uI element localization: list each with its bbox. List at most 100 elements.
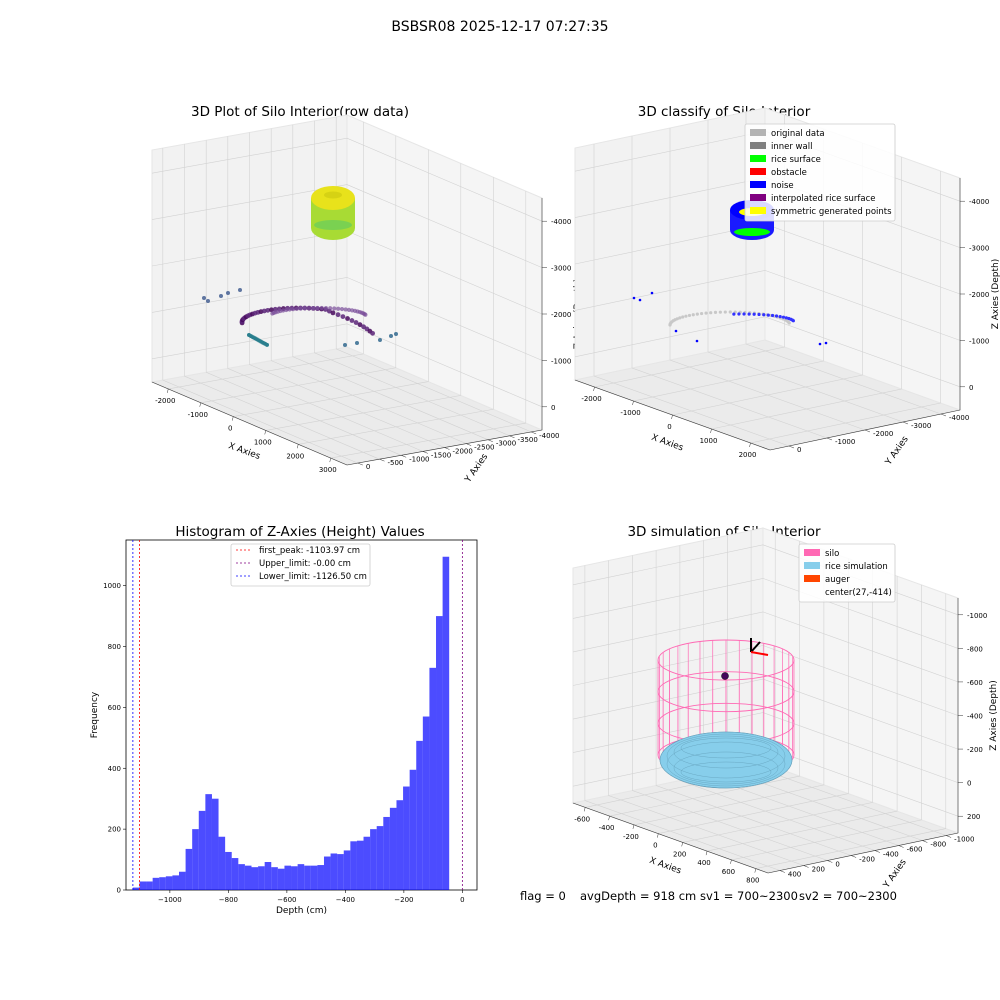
classify-point [774,314,779,318]
z-gridline [574,270,961,341]
y-tick-label: 0 [117,887,121,895]
x-tick-label: 2000 [739,451,757,459]
cylinder-body [311,198,355,240]
z-tick-label: 0 [969,384,973,392]
histogram-bar [330,853,338,890]
legend-label: Lower_limit: -1126.50 cm [259,572,367,582]
classify-point [632,296,636,300]
x-tick-label: −200 [394,896,413,904]
x-gridline [330,191,527,459]
legend-swatch [750,194,766,201]
y-gridline [669,128,866,431]
raw-point [336,306,341,311]
x-tick-label: 1000 [700,437,718,445]
y-tick-label: -1000 [835,438,855,446]
x-tick [671,414,673,420]
classify-point [737,312,741,316]
legend-swatch [750,207,766,214]
raw-point [319,305,324,311]
y-tick-label: -1000 [409,455,429,463]
x-tick-label: 0 [653,842,657,850]
x-tick [583,807,586,812]
classify-point [778,314,782,319]
z-gridline [151,277,543,361]
x-tick-label: 400 [697,859,710,867]
histogram-bar [185,848,193,890]
x-tick [264,430,266,435]
raw-point [219,294,223,298]
y-tick [940,413,947,417]
raw-point [298,306,303,311]
classify-point [787,321,791,325]
classify-point [709,311,713,315]
raw-point [389,334,393,338]
silo-ring [657,639,795,681]
classify-point [678,316,682,320]
y-tick [946,835,952,838]
z-tick-label: -4000 [551,218,571,226]
z-axis-label: Z Axies (Depth) [989,680,999,751]
classify-point [818,342,822,346]
histogram-bar [363,836,371,890]
raw-point [378,338,382,342]
y-tick-label: 600 [108,704,121,712]
classify-point [704,311,708,315]
y-tick-label: -4000 [539,432,559,440]
classify-point [791,319,795,323]
classify-point [684,314,688,318]
x-tick [297,444,299,449]
y-tick-label: -200 [859,856,875,864]
z-tick-label: -400 [967,713,983,721]
y-gridline [631,136,828,439]
z-tick-label: 0 [967,780,971,788]
panel-raw-3d[interactable]: 3D Plot of Silo Interior(row data) -2000… [150,104,583,485]
histogram-bar [310,865,318,890]
z-tick-label: -2000 [969,291,989,299]
y-tick [922,840,928,843]
x-gridline [658,558,849,834]
status-sv1: sv1 = 700~2300 [700,889,798,903]
y-axis-label: Frequency [90,691,100,738]
classify-point [742,312,746,316]
x-tick-label: 2000 [286,452,304,460]
y-gridline [655,550,852,856]
panel-histogram[interactable]: Histogram of Z-Axies (Height) Values −10… [90,524,478,916]
histogram-bar [396,800,404,890]
x-tick [657,833,659,838]
histogram-bar [323,856,331,890]
panel-simulation-3d[interactable]: 3D simulation of Silo Interior -600-400-… [571,524,999,891]
histogram-bar [442,556,450,890]
z-gridline [572,712,959,783]
x-tick [705,851,708,856]
y-tick [898,845,904,848]
histogram-bar [297,864,305,890]
legend-swatch [804,562,820,569]
x-tick-label: −600 [277,896,296,904]
y-axis-label: Y Axies [881,857,909,890]
y-gridline [249,132,445,448]
x-gridline [200,135,397,404]
histogram-bar [389,807,397,890]
z-tick-label: -4000 [969,198,989,206]
ring-bottom [314,220,352,230]
x-tick-label: -200 [623,833,639,841]
y-tick [902,421,909,425]
raw-point [306,306,312,311]
legend-label: symmetric generated points [771,207,892,217]
raw-point [269,307,274,313]
y-gridline [270,128,467,444]
z-gridline [572,611,959,683]
classify-point [723,310,727,314]
histogram-bar [271,867,278,890]
panel-classify-3d[interactable]: 3D classify of Silo Interior -2000-10000… [573,104,1000,468]
y-tick-label: -3000 [496,440,516,448]
histogram-bar [152,877,160,890]
x-gridline [755,593,947,869]
rice-mesh [666,741,786,787]
y-tick-label: -400 [883,851,899,859]
z-tick-label: 0 [551,404,555,412]
legend-label: original data [771,129,825,139]
x-gridline [731,584,922,861]
histogram-bar [192,829,199,890]
